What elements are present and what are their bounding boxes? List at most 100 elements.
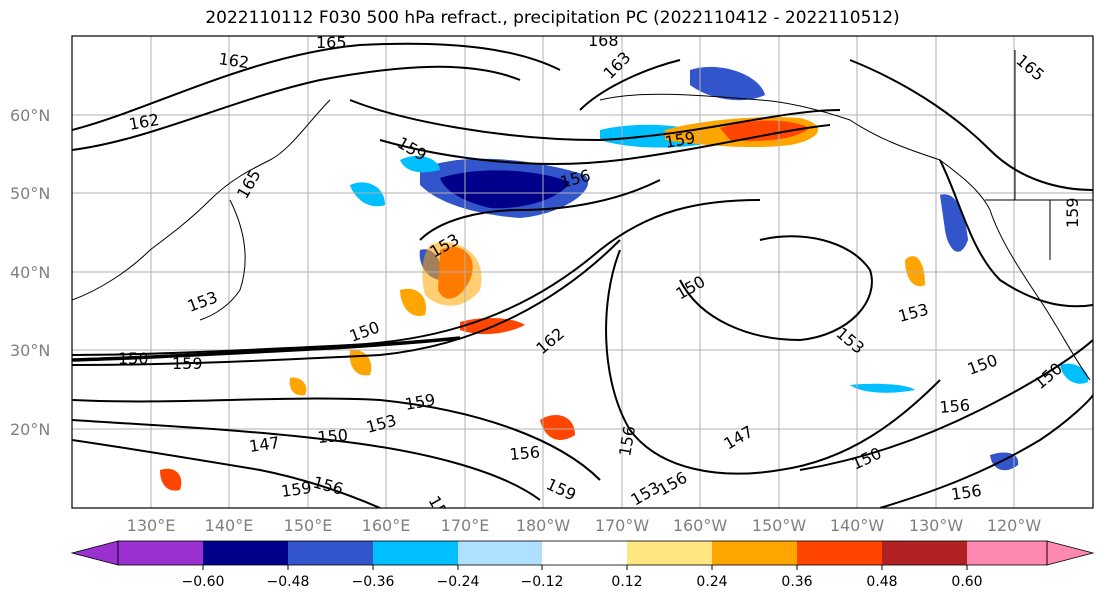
shade-neg-3 [400, 155, 440, 173]
colorbar-tick-label: −0.12 [521, 574, 564, 590]
colorbar-segment [882, 541, 967, 565]
contour-label: 159 [1063, 197, 1082, 228]
contour-17 [579, 59, 681, 111]
colorbar-segment [542, 541, 627, 565]
contour-label: 159 [172, 354, 203, 373]
colorbar-tick-label: −0.60 [182, 574, 225, 590]
contour-15 [849, 59, 1093, 191]
colorbar-tick-label: −0.48 [267, 574, 310, 590]
contour-11 [72, 439, 381, 508]
lon-label: 140°W [830, 516, 885, 535]
coast-asia [72, 99, 331, 301]
contour-label: 147 [248, 433, 281, 456]
lat-label-50n: 50°N [10, 184, 50, 203]
lat-label-20n: 20°N [10, 420, 50, 439]
colorbar-ticks [202, 565, 968, 570]
contour-label: 156 [939, 395, 971, 417]
colorbar-segment [118, 541, 203, 565]
contour-label: 165 [316, 33, 347, 52]
colorbar-tick-label: 0.12 [611, 574, 642, 590]
lon-label: 170°W [595, 516, 650, 535]
contour-label: 168 [588, 31, 619, 50]
contour-16 [419, 179, 661, 241]
shade-neg-11 [1060, 363, 1089, 384]
lon-label: 130°E [127, 516, 176, 535]
lon-label: 160°E [362, 516, 411, 535]
coast-alaska [599, 93, 991, 211]
contour-label: 159 [280, 478, 313, 501]
colorbar-segment [967, 541, 1047, 565]
lon-label: 140°E [205, 516, 254, 535]
colorbar-segment [373, 541, 458, 565]
colorbar-segment [203, 541, 288, 565]
colorbar-extend-right [1046, 540, 1095, 566]
shade-neg-6 [940, 194, 968, 252]
colorbar-tick-label: 0.48 [866, 574, 897, 590]
lat-label-30n: 30°N [10, 341, 50, 360]
contour-5 [72, 199, 761, 356]
colorbar-tick-label: 0.36 [781, 574, 812, 590]
colorbar-segment [712, 541, 797, 565]
contour-10 [72, 419, 541, 501]
contour-9 [72, 397, 601, 481]
contour-1 [72, 42, 561, 131]
shade-pos-9 [160, 468, 182, 491]
coast-japan [199, 199, 246, 321]
colorbar-tick-label: −0.24 [437, 574, 480, 590]
map-title: 2022110112 F030 500 hPa refract., precip… [205, 8, 900, 28]
colorbar-tick-label: 0.60 [951, 574, 982, 590]
lon-label: 150°E [284, 516, 333, 535]
colorbar-tick-label: 0.24 [696, 574, 727, 590]
map-area: 162 165 168 163 165 162 159 159 156 150 … [72, 31, 1093, 508]
map-frame [71, 35, 1094, 509]
shade-pos-8 [905, 256, 925, 287]
lon-label: 170°E [441, 516, 490, 535]
lon-label: 120°W [987, 516, 1042, 535]
colorbar: −0.60 −0.48 −0.36 −0.24 −0.12 0.12 0.24 … [70, 540, 1095, 590]
lon-label: 130°W [909, 516, 964, 535]
colorbar-frame [117, 540, 1048, 566]
contour-bold-jet [72, 336, 461, 362]
lat-label-60n: 60°N [10, 106, 50, 125]
contours-thick [72, 336, 461, 362]
contour-3 [349, 99, 841, 142]
shade-neg-4 [690, 66, 765, 101]
shade-neg-9 [850, 383, 915, 393]
shade-pos-4 [422, 242, 482, 306]
colorbar-tick-label: −0.36 [352, 574, 395, 590]
latitude-labels: 60°N 50°N 40°N 30°N 20°N [10, 106, 50, 439]
shade-pos-2 [720, 120, 810, 142]
contour-8 [679, 235, 873, 342]
longitude-labels: 130°E 140°E 150°E 160°E 170°E 180°W 170°… [127, 516, 1042, 535]
contour-7 [605, 249, 941, 475]
shade-neg-7 [350, 182, 385, 207]
lon-label: 180°W [516, 516, 571, 535]
graticule [72, 36, 1093, 508]
lon-label: 150°W [752, 516, 807, 535]
contour-label: 150 [118, 349, 149, 368]
colorbar-extend-left [70, 540, 119, 566]
contour-label: 150 [317, 425, 349, 447]
contour-6 [72, 239, 621, 366]
contour-label: 156 [509, 442, 541, 464]
contour-13 [879, 394, 1093, 508]
contour-label: 156 [950, 481, 983, 504]
lon-label: 160°W [673, 516, 728, 535]
shade-neg-2 [440, 170, 570, 209]
shade-pos-6 [540, 415, 575, 440]
colorbar-segment [797, 541, 882, 565]
shade-pos-10 [289, 377, 307, 396]
contours [72, 42, 1093, 508]
contour-4 [379, 124, 831, 165]
colorbar-tick-labels: −0.60 −0.48 −0.36 −0.24 −0.12 0.12 0.24 … [182, 574, 983, 590]
contour-label: 162 [217, 49, 250, 72]
colorbar-segment [288, 541, 373, 565]
shade-pos-7 [400, 288, 426, 316]
contour-12 [799, 339, 1093, 471]
border-lines-east [1014, 50, 1051, 260]
contour-2 [72, 65, 521, 151]
colorbar-segment [458, 541, 542, 565]
lat-label-40n: 40°N [10, 263, 50, 282]
colorbar-segment [627, 541, 712, 565]
